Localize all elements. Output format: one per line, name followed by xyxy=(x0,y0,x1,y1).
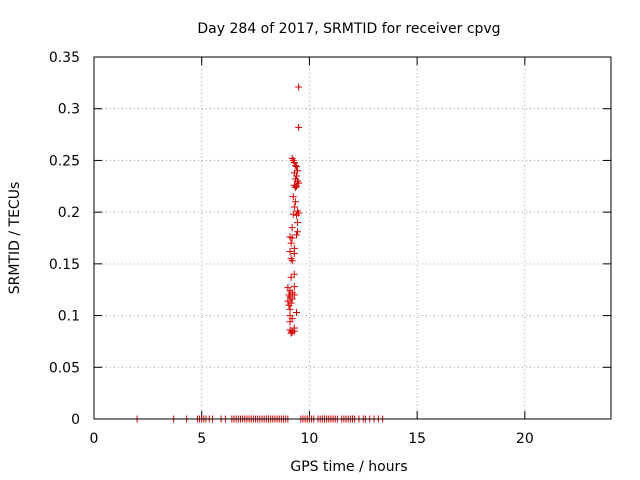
data-point xyxy=(291,162,299,170)
tick-labels: 0 5 10 15 20 0 0.05 0.1 0.15 0.2 0.25 0.3 0.35 xyxy=(49,50,534,447)
data-point xyxy=(294,228,302,236)
data-point xyxy=(290,203,298,211)
y-tick-label: 0.2 xyxy=(58,205,80,221)
data-point xyxy=(288,224,296,232)
data-point xyxy=(292,211,300,219)
data-point xyxy=(295,83,303,91)
data-point xyxy=(288,295,296,303)
data-point xyxy=(288,234,296,242)
x-tick-label: 0 xyxy=(90,431,99,447)
data-point xyxy=(286,305,294,313)
y-tick-label: 0.35 xyxy=(49,50,80,66)
data-point xyxy=(291,198,299,206)
y-tick-label: 0.3 xyxy=(58,102,80,118)
data-point xyxy=(291,183,299,191)
y-axis-label: SRMTID / TECUs xyxy=(7,182,23,295)
data-point xyxy=(289,210,297,218)
data-point xyxy=(290,270,298,278)
x-tick-label: 20 xyxy=(516,431,534,447)
data-point xyxy=(292,163,300,171)
data-point xyxy=(287,239,295,247)
y-tick-label: 0.05 xyxy=(49,360,80,376)
data-point xyxy=(292,182,300,190)
x-axis-label: GPS time / hours xyxy=(290,459,407,475)
data-point xyxy=(290,250,298,258)
data-point xyxy=(295,123,303,131)
data-point xyxy=(290,291,298,299)
plot-frame xyxy=(93,56,612,420)
data-point xyxy=(286,247,294,255)
data-point xyxy=(294,218,302,226)
y-tick-label: 0 xyxy=(71,412,80,428)
y-tick-label: 0.15 xyxy=(49,257,80,273)
data-point xyxy=(288,257,296,265)
y-tick-label: 0.1 xyxy=(58,309,80,325)
data-point xyxy=(290,158,298,166)
x-tick-label: 15 xyxy=(408,431,426,447)
data-point xyxy=(286,318,294,326)
data-point xyxy=(290,283,298,291)
data-point xyxy=(292,172,300,180)
data-point xyxy=(292,308,300,316)
grid-lines xyxy=(94,57,611,419)
data-point xyxy=(292,231,300,239)
x-tick-label: 10 xyxy=(301,431,319,447)
data-point xyxy=(287,273,295,281)
data-point xyxy=(285,301,293,309)
y-tick-label: 0.25 xyxy=(49,153,80,169)
x-tick-label: 5 xyxy=(197,431,206,447)
data-point xyxy=(288,328,296,336)
data-point xyxy=(289,193,297,201)
chart-title: Day 284 of 2017, SRMTID for receiver cpv… xyxy=(197,21,500,37)
